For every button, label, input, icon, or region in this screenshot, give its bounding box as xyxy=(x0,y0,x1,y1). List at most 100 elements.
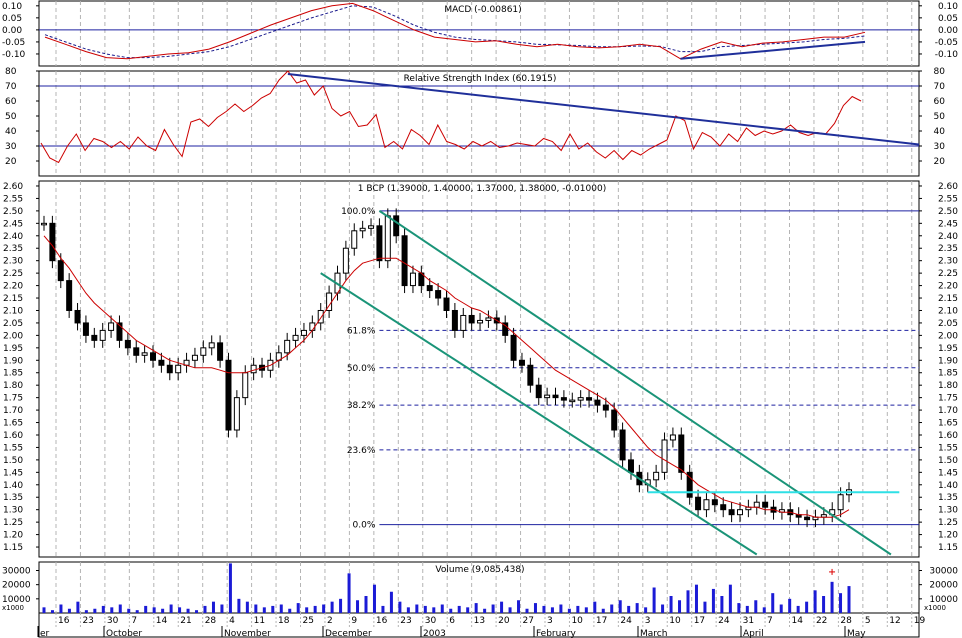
price-candle xyxy=(409,272,416,287)
rsi-tick-label-left: 70 xyxy=(5,82,17,92)
volume-bar xyxy=(59,604,63,613)
fib-label: 38.2% xyxy=(347,401,376,411)
volume-bar xyxy=(161,608,165,613)
macd-tick-label-left: 0.10 xyxy=(2,2,22,12)
volume-bar xyxy=(364,596,368,613)
day-label: 2 xyxy=(327,616,333,626)
volume-bar xyxy=(813,590,817,613)
volume-bar xyxy=(584,607,588,613)
macd-panel xyxy=(38,0,920,67)
price-candle xyxy=(108,322,115,331)
price-tick-label-left: 1.40 xyxy=(3,481,23,491)
price-candle xyxy=(66,280,73,311)
volume-layer: 30000 30000 20000 20000 10000 10000 xyxy=(2,563,958,613)
day-label: 31 xyxy=(743,616,754,626)
rsi-panel xyxy=(38,70,920,177)
volume-bar xyxy=(169,604,173,613)
price-title: 1 BCP (1.39000, 1.40000, 1.37000, 1.3800… xyxy=(358,184,606,194)
volume-bar xyxy=(601,608,605,613)
price-candle xyxy=(502,322,509,336)
price-candle xyxy=(686,471,693,498)
day-label: 25 xyxy=(303,616,314,626)
volume-bar xyxy=(466,607,470,613)
volume-bar xyxy=(576,605,580,613)
price-layer: 2.60 2.60 2.55 2.55 2.50 2.50 2.45 2.45 2.40 2.40… xyxy=(3,182,958,556)
volume-bar xyxy=(432,607,436,613)
price-tick-label-right: 1.90 xyxy=(938,356,958,366)
price-tick-label-right: 1.20 xyxy=(938,531,958,541)
volume-bar xyxy=(525,608,529,613)
price-candle xyxy=(368,225,375,229)
price-candle xyxy=(569,399,576,403)
day-label: 17 xyxy=(596,616,607,626)
volume-bar xyxy=(610,604,614,613)
price-candle xyxy=(586,397,593,401)
price-tick-label-right: 1.95 xyxy=(938,344,958,354)
macd-layer: 0.10 0.10 0.05 0.05 0.00 0.00 -0.05 -0.05 -0.10 -… xyxy=(2,2,958,60)
macd-tick-label-left: 0.05 xyxy=(2,14,22,24)
day-label: 11 xyxy=(254,616,265,626)
price-candle xyxy=(518,359,525,366)
volume-bar xyxy=(237,598,241,613)
price-candle xyxy=(426,285,433,292)
price-tick-label-left: 1.15 xyxy=(3,543,23,553)
volume-title: Volume (9,085,438) xyxy=(435,565,524,575)
volume-bar xyxy=(533,603,537,613)
price-tick-label-right: 1.30 xyxy=(938,506,958,516)
volume-bar xyxy=(330,601,334,613)
day-label: 24 xyxy=(620,616,632,626)
fib-label: 23.6% xyxy=(347,446,376,456)
price-candle xyxy=(728,509,735,516)
price-candle xyxy=(82,322,89,336)
day-label: 30 xyxy=(107,616,119,626)
day-label: 7 xyxy=(131,616,137,626)
volume-bar xyxy=(389,591,393,613)
volume-bar xyxy=(694,584,698,613)
price-tick-label-left: 2.30 xyxy=(3,257,23,267)
day-label: 19 xyxy=(914,616,926,626)
macd-tick-label-left: -0.10 xyxy=(2,50,26,60)
month-label: November xyxy=(224,629,271,638)
price-candle xyxy=(233,397,240,431)
volume-bar xyxy=(440,604,444,613)
volume-bar xyxy=(839,593,843,613)
macd-title: MACD (-0.00861) xyxy=(444,5,521,15)
volume-bar xyxy=(195,610,199,613)
price-tick-label-left: 2.15 xyxy=(3,294,23,304)
price-candle xyxy=(577,397,584,401)
day-label: 3 xyxy=(547,616,553,626)
volume-bar xyxy=(67,608,71,613)
date-axis-layer: 16 23 30 7 14 21 28 4 11 18 25 2 9 16 23 30 6 13 20 27 3 10 17… xyxy=(37,613,926,638)
price-tick-label-left: 2.05 xyxy=(3,319,23,329)
volume-bar xyxy=(593,601,597,613)
day-label: 9 xyxy=(351,616,357,626)
price-candle xyxy=(124,339,131,349)
day-label: 13 xyxy=(474,616,485,626)
month-label: 2003 xyxy=(423,629,446,638)
price-tick-label-left: 1.45 xyxy=(3,468,23,478)
price-candle xyxy=(384,215,391,262)
rsi-tick-label-left: 30 xyxy=(5,142,17,152)
price-tick-label-right: 1.65 xyxy=(938,419,958,429)
rsi-tick-label-right: 60 xyxy=(934,97,946,107)
volume-bar xyxy=(322,604,326,613)
volume-bar xyxy=(398,601,402,613)
rsi-tick-label-right: 20 xyxy=(934,157,946,167)
volume-bar xyxy=(474,603,478,613)
price-candle xyxy=(485,317,492,321)
fib-label: 50.0% xyxy=(347,364,376,374)
price-tick-label-right: 1.25 xyxy=(938,518,958,528)
macd-tick-label-right: 0.10 xyxy=(938,2,958,12)
price-tick-label-left: 1.25 xyxy=(3,518,23,528)
price-tick-label-left: 1.95 xyxy=(3,344,23,354)
macd-tick-label-right: -0.10 xyxy=(935,50,959,60)
price-tick-label-left: 1.75 xyxy=(3,394,23,404)
macd-tick-label-right: 0.05 xyxy=(938,14,958,24)
day-label: 14 xyxy=(792,616,804,626)
price-tick-label-right: 1.80 xyxy=(938,381,958,391)
price-candle xyxy=(443,297,450,311)
price-candle xyxy=(653,471,660,481)
volume-bar xyxy=(279,604,283,613)
day-label: 10 xyxy=(669,616,681,626)
price-candle xyxy=(116,322,123,341)
